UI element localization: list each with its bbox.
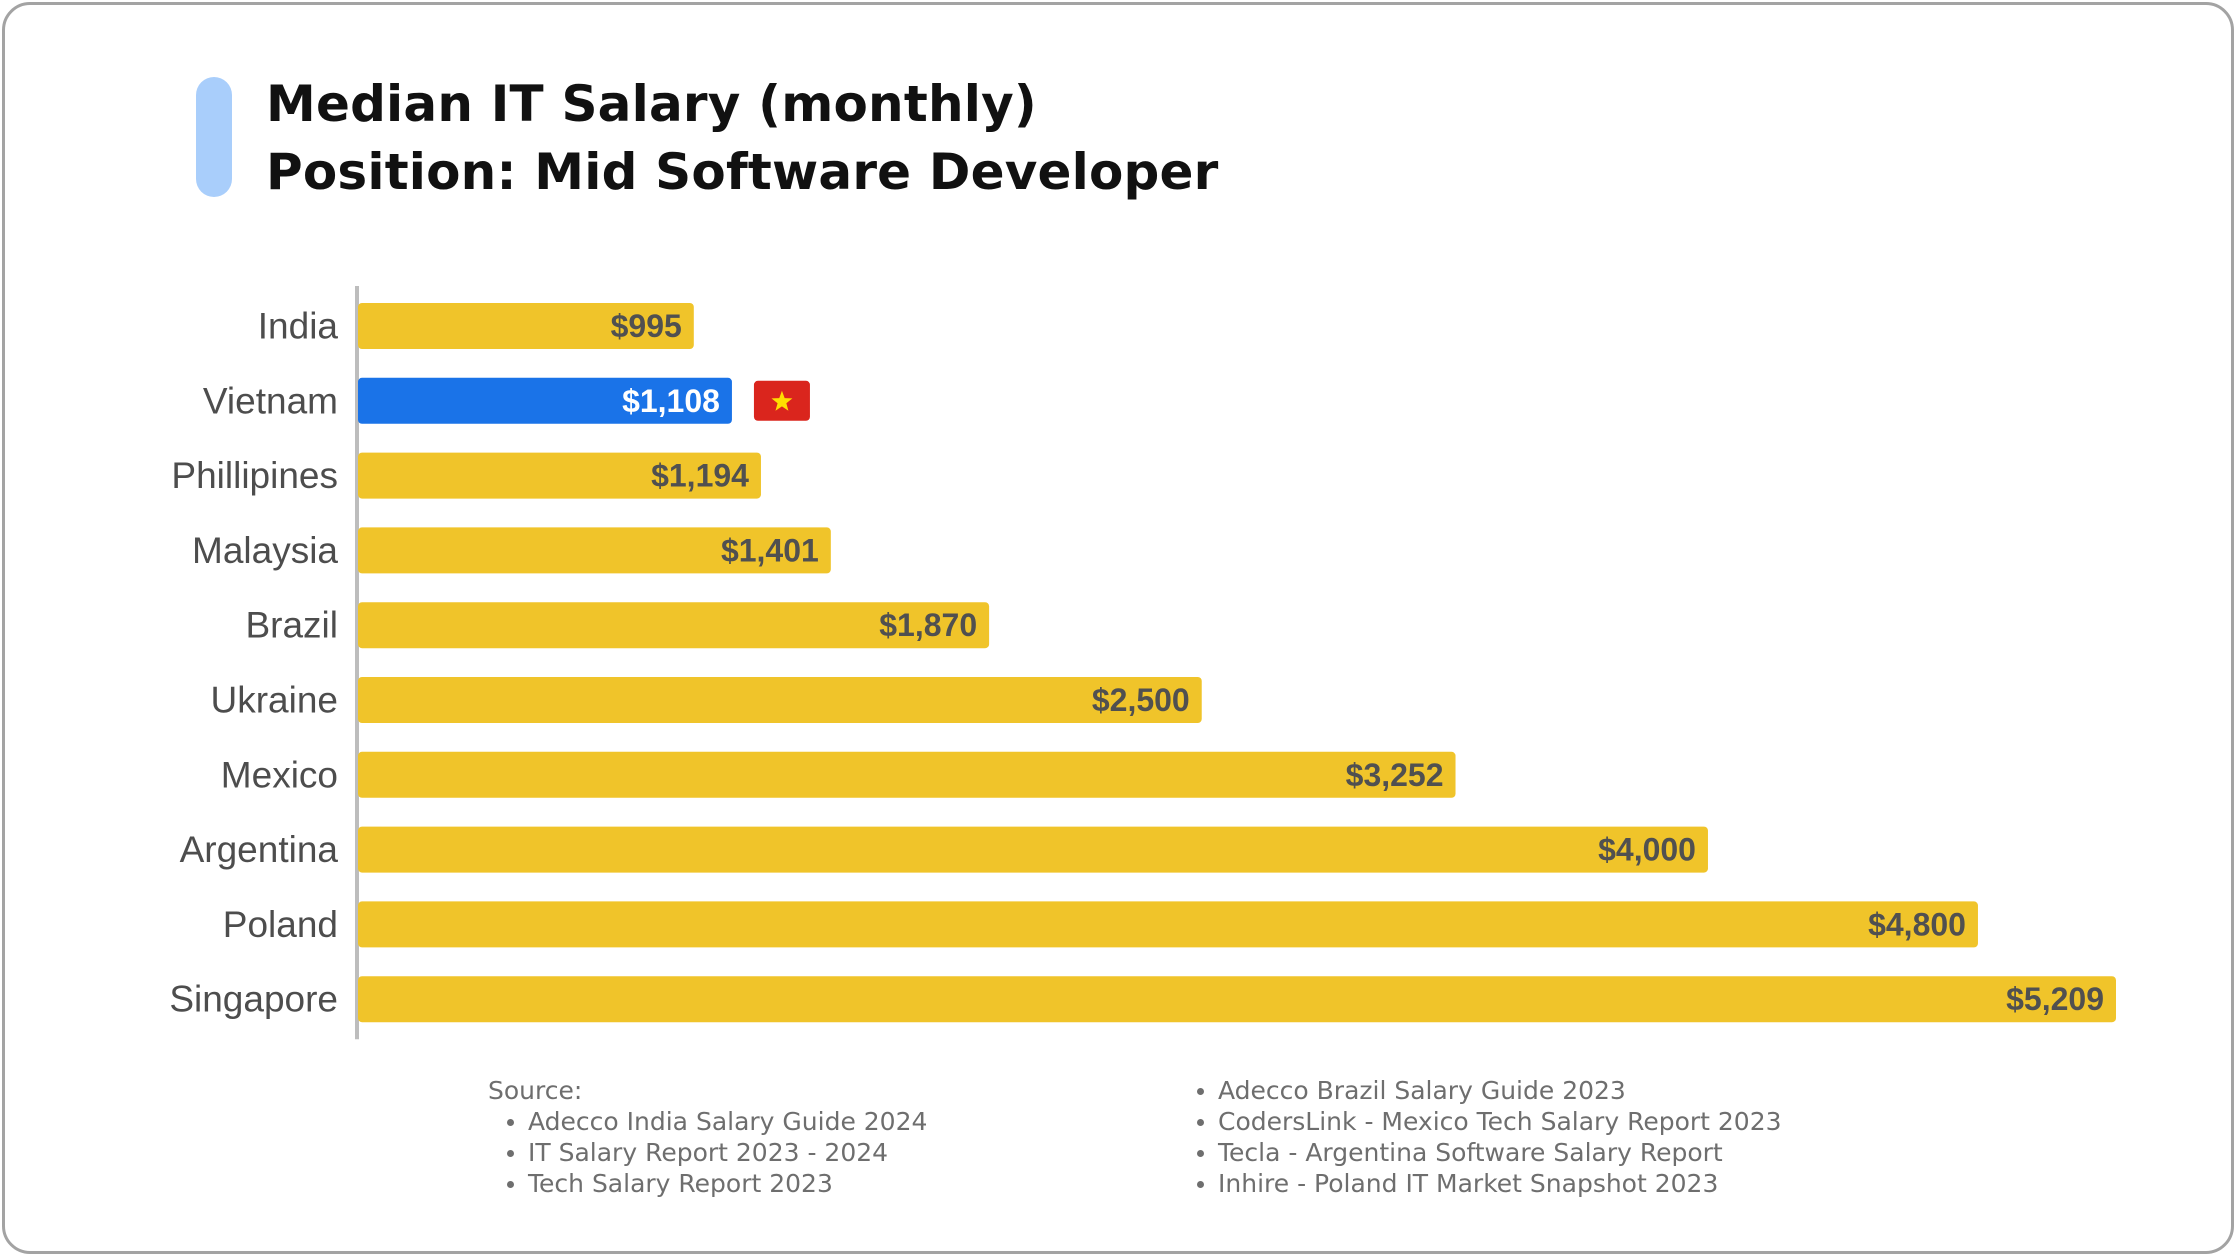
bar-singapore bbox=[358, 976, 2116, 1023]
chart-title: Median IT Salary (monthly) bbox=[266, 75, 1037, 133]
sources-left: Source: Adecco India Salary Guide 2024 I… bbox=[488, 1075, 927, 1199]
source-item: Adecco India Salary Guide 2024 bbox=[504, 1106, 927, 1137]
bar-poland bbox=[358, 901, 1978, 948]
value-label-brazil: $1,870 bbox=[879, 607, 977, 643]
bar-phillipines bbox=[358, 452, 761, 499]
sources-right: Adecco Brazil Salary Guide 2023 CodersLi… bbox=[1194, 1075, 1782, 1199]
chart-subtitle: Position: Mid Software Developer bbox=[266, 143, 1219, 201]
value-label-ukraine: $2,500 bbox=[1092, 682, 1190, 718]
category-label-singapore: Singapore bbox=[169, 979, 338, 1020]
value-label-india: $995 bbox=[611, 308, 682, 344]
source-item: CodersLink - Mexico Tech Salary Report 2… bbox=[1194, 1106, 1782, 1137]
category-label-malaysia: Malaysia bbox=[192, 530, 338, 571]
value-label-poland: $4,800 bbox=[1868, 906, 1966, 942]
bar-vietnam bbox=[358, 377, 732, 424]
bar-ukraine bbox=[358, 677, 1202, 723]
source-item: Tecla - Argentina Software Salary Report bbox=[1194, 1137, 1782, 1168]
value-label-mexico: $3,252 bbox=[1346, 757, 1444, 793]
source-item: Tech Salary Report 2023 bbox=[504, 1168, 927, 1199]
category-label-mexico: Mexico bbox=[221, 754, 338, 795]
source-item: IT Salary Report 2023 - 2024 bbox=[504, 1137, 927, 1168]
title-accent-bar bbox=[196, 77, 232, 197]
category-label-argentina: Argentina bbox=[180, 829, 339, 870]
source-item: Adecco Brazil Salary Guide 2023 bbox=[1194, 1075, 1782, 1106]
value-label-vietnam: $1,108 bbox=[622, 383, 720, 419]
value-label-malaysia: $1,401 bbox=[721, 532, 819, 568]
category-label-india: India bbox=[258, 306, 339, 347]
value-label-argentina: $4,000 bbox=[1598, 832, 1696, 868]
category-label-brazil: Brazil bbox=[245, 605, 338, 646]
flag-star-icon bbox=[771, 390, 793, 411]
bar-brazil bbox=[358, 602, 990, 649]
category-label-poland: Poland bbox=[223, 904, 338, 945]
value-label-phillipines: $1,194 bbox=[651, 458, 749, 494]
bar-india bbox=[358, 303, 694, 349]
bar-mexico bbox=[358, 751, 1456, 798]
bar-argentina bbox=[358, 826, 1708, 873]
sources-heading: Source: bbox=[488, 1076, 583, 1105]
category-label-vietnam: Vietnam bbox=[203, 380, 338, 421]
source-item: Inhire - Poland IT Market Snapshot 2023 bbox=[1194, 1168, 1782, 1199]
category-label-ukraine: Ukraine bbox=[211, 680, 339, 721]
bar-malaysia bbox=[358, 527, 831, 574]
value-label-singapore: $5,209 bbox=[2006, 981, 2104, 1017]
category-label-phillipines: Phillipines bbox=[171, 455, 338, 496]
